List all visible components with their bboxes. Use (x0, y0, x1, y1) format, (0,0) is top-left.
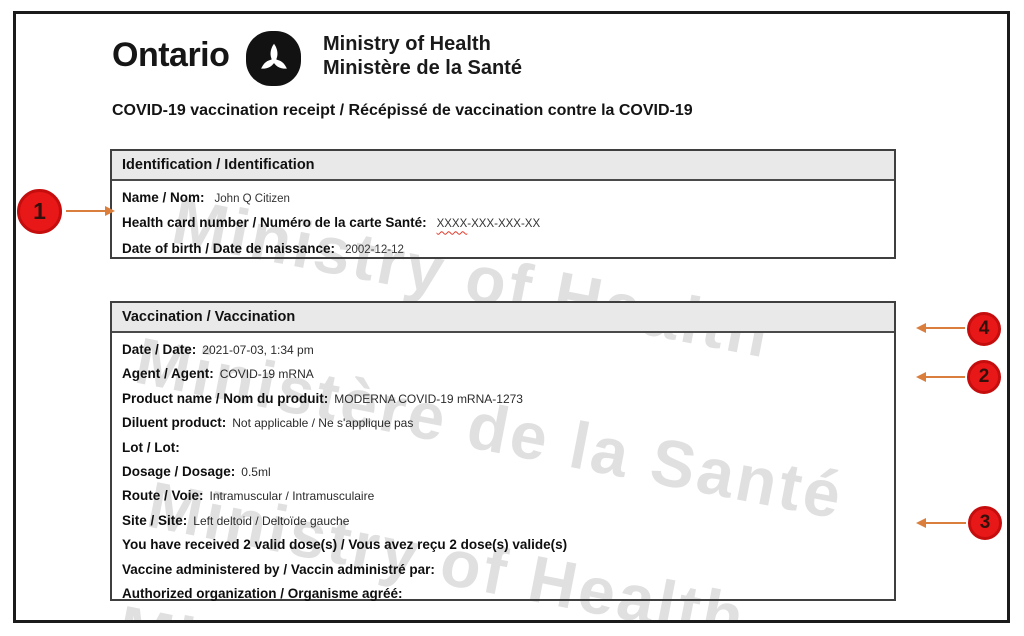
name-row: Name / Nom: John Q Citizen (122, 186, 884, 211)
agent-label: Agent / Agent: (122, 366, 214, 382)
vaccination-section-header: Vaccination / Vaccination (112, 303, 894, 333)
vaccination-section: Vaccination / Vaccination Date / Date: 20… (110, 301, 896, 601)
identification-section-header: Identification / Identification (112, 151, 894, 181)
identification-section: Identification / Identification Name / N… (110, 149, 896, 259)
route-value: Intramuscular / Intramusculaire (209, 489, 375, 504)
name-value: John Q Citizen (214, 193, 290, 205)
agent-value: COVID-19 mRNA (219, 367, 314, 382)
health-card-masked-start: XXXX (436, 218, 468, 231)
health-card-value: XXXX-XXX-XXX-XX (437, 218, 541, 230)
callout-2-badge: 2 (967, 360, 1001, 394)
lot-row: Lot / Lot: (122, 436, 884, 460)
ministry-name-en: Ministry of Health (323, 33, 491, 55)
agent-row: Agent / Agent: COVID-19 mRNA (122, 362, 884, 386)
health-card-masked-rest: -XXX-XXX-XX (467, 218, 541, 231)
product-name-label: Product name / Nom du produit: (122, 390, 329, 406)
ontario-wordmark: Ontario (112, 36, 230, 74)
site-row: Site / Site: Left deltoid / Deltoïde gauc… (122, 509, 884, 533)
date-of-birth-row: Date of birth / Date de naissance: 2002-1… (122, 237, 884, 262)
name-label: Name / Nom: (122, 190, 205, 205)
product-name-row: Product name / Nom du produit: MODERNA CO… (122, 387, 884, 411)
product-name-value: MODERNA COVID-19 mRNA-1273 (334, 391, 523, 406)
dosage-label: Dosage / Dosage: (122, 464, 236, 480)
date-of-birth-value: 2002-12-12 (345, 243, 404, 256)
ministry-name-fr: Ministère de la Santé (323, 57, 522, 79)
valid-doses-line: You have received 2 valid dose(s) / Vous… (122, 537, 568, 553)
callout-1-badge: 1 (17, 189, 62, 234)
dosage-row: Dosage / Dosage: 0.5ml (122, 460, 884, 484)
authorized-organization-line: Authorized organization / Organisme agré… (122, 586, 403, 602)
callout-3-arrow-icon (916, 518, 966, 528)
callout-3-badge: 3 (968, 506, 1002, 540)
document-title: COVID-19 vaccination receipt / Récépissé… (112, 102, 693, 119)
diluent-product-value: Not applicable / Ne s'applique pas (232, 416, 414, 431)
lot-label: Lot / Lot: (122, 439, 180, 455)
route-row: Route / Voie: Intramuscular / Intramuscul… (122, 484, 884, 508)
dosage-value: 0.5ml (241, 465, 271, 480)
site-value: Left deltoid / Deltoïde gauche (193, 513, 350, 528)
callout-4-arrow-icon (916, 323, 965, 333)
administered-by-line: Vaccine administered by / Vaccin adminis… (122, 561, 435, 577)
callout-2-arrow-icon (916, 372, 965, 382)
diluent-product-row: Diluent product: Not applicable / Ne s'ap… (122, 411, 884, 435)
health-card-label: Health card number / Numéro de la carte … (122, 215, 427, 231)
ontario-trillium-icon (246, 31, 301, 86)
vaccination-date-row: Date / Date: 2021-07-03, 1:34 pm (122, 338, 884, 362)
ministry-name: Ministry of Health Ministère de la Santé (323, 32, 522, 80)
callout-1-arrow-icon (66, 206, 115, 216)
callout-4-badge: 4 (967, 312, 1001, 346)
diluent-product-label: Diluent product: (122, 415, 227, 431)
vaccination-date-label: Date / Date: (122, 342, 197, 357)
site-label: Site / Site: (122, 512, 188, 528)
page-border-frame (13, 11, 1010, 623)
route-label: Route / Voie: (122, 488, 204, 504)
date-of-birth-label: Date of birth / Date de naissance: (122, 240, 336, 256)
vaccination-date-value: 2021-07-03, 1:34 pm (202, 343, 314, 357)
health-card-row: Health card number / Numéro de la carte … (122, 211, 884, 236)
